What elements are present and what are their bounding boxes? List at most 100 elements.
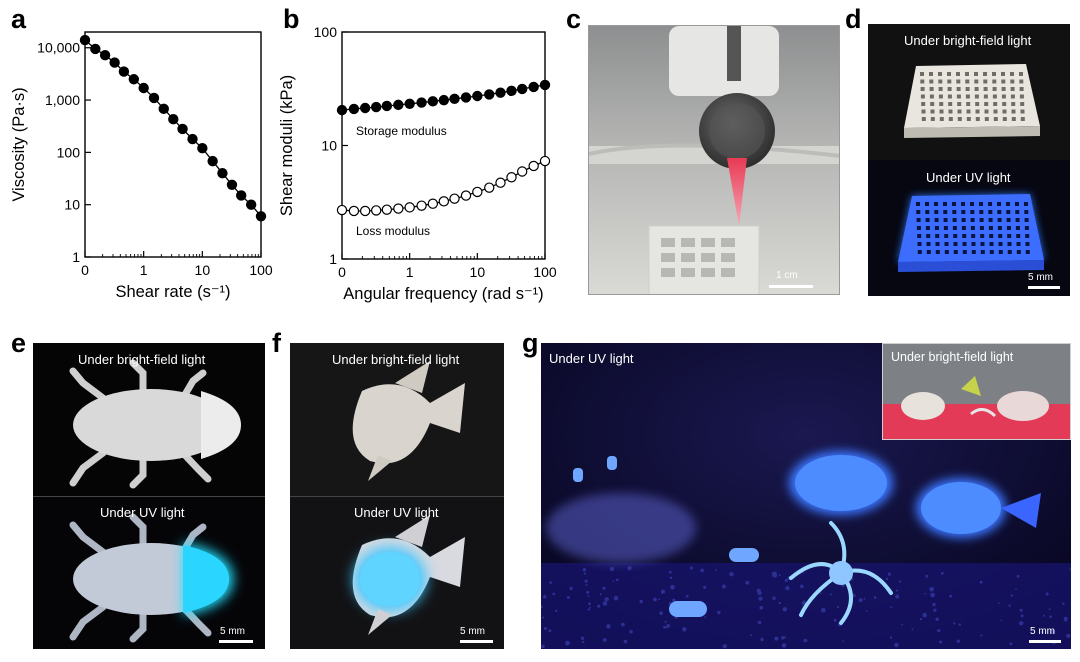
grid-hole	[997, 218, 1002, 222]
grid-hole	[992, 79, 997, 84]
grid-hole	[979, 210, 984, 214]
sand-grain	[729, 572, 734, 577]
sand-grain	[555, 609, 558, 613]
sand-grain	[629, 630, 633, 634]
grid-hole	[970, 226, 975, 230]
grid-hole	[956, 79, 961, 84]
grid-hole	[993, 102, 998, 106]
panel-label-a: a	[11, 4, 27, 34]
scalebar-d	[1028, 286, 1060, 289]
grid-hole	[920, 72, 924, 76]
grid-hole	[952, 226, 957, 230]
chart-b-series-0-point	[393, 99, 404, 111]
sand-grain	[842, 640, 844, 642]
chart-b-series-1-point	[495, 177, 506, 188]
chart-b-series-1-point	[404, 202, 415, 213]
sand-grain	[785, 586, 790, 591]
grid-hole	[1020, 102, 1025, 106]
chart-a-series-0-point	[90, 43, 101, 55]
chart-b-xtick-label: 100	[533, 264, 557, 280]
sand-grain	[1040, 630, 1044, 634]
sand-grain	[865, 610, 868, 613]
grid-hole	[1002, 117, 1007, 121]
scalebar-g	[1029, 640, 1061, 643]
grid-hole	[989, 250, 994, 254]
chart-b-ytick-label: 10	[321, 138, 337, 154]
sand-grain	[873, 596, 877, 599]
sand-grain	[1019, 608, 1023, 612]
grid-hole	[975, 109, 980, 114]
grid-hole	[947, 94, 952, 99]
chart-b-series-0-point	[472, 90, 483, 102]
sand-grain	[1019, 621, 1024, 626]
chart-b-series-0-point	[516, 83, 528, 95]
sand-grain	[930, 592, 935, 598]
chart-b-series-0-point	[416, 97, 427, 108]
sand-grain	[980, 580, 983, 583]
scalebar-g-label: 5 mm	[1030, 626, 1055, 637]
sand-grain	[782, 607, 787, 612]
inset-scene	[883, 344, 1070, 439]
sand-grain	[858, 598, 863, 603]
grid-hole	[930, 109, 935, 114]
grid-hole	[997, 202, 1001, 206]
grid-hole	[1001, 72, 1005, 76]
grid-hole	[1025, 242, 1030, 246]
sand-grain	[660, 590, 664, 594]
chart-b-series-1-point	[516, 166, 528, 177]
sand-grain	[1020, 614, 1024, 618]
beetle-photos: Under bright-field light Under UV light …	[33, 343, 265, 649]
sand-grain	[933, 608, 937, 612]
grid-hole	[961, 202, 965, 206]
grid-hole	[953, 242, 958, 246]
chart-b-series-1-point	[506, 172, 517, 183]
scalebar-f	[460, 640, 493, 643]
sand-grain	[586, 590, 590, 594]
grid-hole	[961, 210, 966, 214]
chart-b-series-0-point	[336, 104, 348, 116]
sand-grain	[615, 578, 619, 582]
grid-hole	[1024, 210, 1029, 214]
sand-grain	[1066, 633, 1071, 638]
grid-hole	[1024, 202, 1028, 206]
chart-a-series-0-point	[168, 114, 179, 125]
grid-hole	[1019, 79, 1024, 84]
panel-label-d: d	[845, 4, 862, 34]
grid-hole	[934, 210, 939, 214]
sand-grain	[939, 640, 942, 644]
grid-hole	[925, 218, 930, 222]
sand-grain	[566, 596, 570, 599]
chart-b-series-0-point	[359, 102, 371, 114]
grid-hole	[1010, 94, 1015, 99]
sand-grain	[1015, 588, 1017, 590]
chart-b-xtick-label: 10	[470, 264, 486, 280]
sand-grain	[664, 620, 667, 623]
chart-b-ytick-label: 1	[329, 251, 337, 267]
fish-white	[352, 361, 465, 481]
sand-grain	[784, 578, 788, 583]
grid-hole	[965, 79, 970, 84]
sand-grain	[932, 602, 936, 607]
grid-hole	[1019, 87, 1024, 91]
grid-hole	[1010, 87, 1015, 91]
grid-hole	[1025, 234, 1030, 238]
chart-b-series-0-point	[404, 98, 415, 110]
chart-a-xtick-label: 10	[195, 262, 211, 278]
sand-grain	[569, 586, 573, 591]
chart-a-ytick-label: 1,000	[45, 92, 80, 108]
grid-hole	[974, 87, 979, 91]
grid-hole	[998, 242, 1003, 246]
grid-hole	[957, 102, 962, 106]
sand-grain	[937, 629, 941, 633]
chart-b-series-0-point	[495, 87, 506, 98]
grid-hole	[989, 242, 994, 246]
beetle-white	[69, 359, 241, 489]
chart-b-series-1-point	[381, 204, 393, 215]
sand-grain	[958, 623, 961, 626]
grid-hole	[926, 250, 931, 254]
grid-hole	[943, 218, 948, 222]
sand-grain	[587, 595, 590, 598]
grid-hole	[943, 202, 947, 206]
grid-hole	[956, 87, 961, 91]
beetle-brightfield-caption: Under bright-field light	[78, 352, 206, 367]
